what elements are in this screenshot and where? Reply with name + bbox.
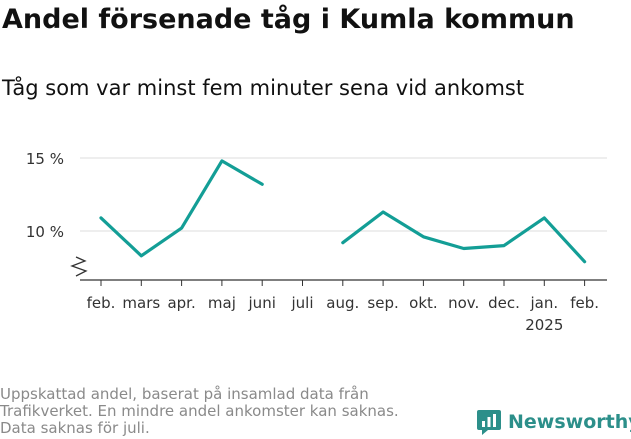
footnote: Uppskattad andel, baserat på insamlad da… [0,386,440,437]
x-tick-label: juni [248,294,276,312]
grid-lines [80,157,607,232]
y-tick-label: 10 % [26,223,64,241]
x-tick-label: juli [290,294,313,312]
y-axis-tick-labels: 10 % 15 % [26,150,64,241]
x-tick-label: mars [122,294,160,312]
y-tick-label: 15 % [26,150,64,168]
footnote-line: Trafikverket. En mindre andel ankomster … [0,402,399,420]
brand-logo: Newsworthy [476,408,631,436]
footnote-line: Data saknas för juli. [0,419,150,437]
series-line [99,159,264,258]
x-tick-label: jan. [529,294,558,312]
brand-name: Newsworthy [508,411,631,433]
chart-subtitle: Tåg som var minst fem minuter sena vid a… [2,76,525,100]
footnote-line: Uppskattad andel, baserat på insamlad da… [0,385,369,403]
x-tick-label: aug. [326,294,359,312]
x-axis [70,256,607,286]
x-tick-label: nov. [448,294,479,312]
x-axis-tick-labels: feb. mars apr. maj juni juli aug. sep. okt. nov. d… [87,294,599,334]
axis-break-icon [70,256,88,277]
newsworthy-logo-icon [477,410,501,435]
chart-title: Andel försenade tåg i Kumla kommun [2,4,575,35]
series-line [341,210,587,264]
x-tick-label: feb. [570,294,599,312]
series-lines [99,159,587,264]
x-tick-label: okt. [409,294,438,312]
x-tick-label: maj [208,294,236,312]
x-tick-label: apr. [167,294,195,312]
x-tick-label: dec. [488,294,520,312]
x-tick-label: feb. [87,294,116,312]
x-tick-label: sep. [367,294,398,312]
x-year-label: 2025 [525,316,563,334]
line-chart: 10 % 15 % feb. mars apr. maj juni juli aug. sep.… [26,150,607,334]
